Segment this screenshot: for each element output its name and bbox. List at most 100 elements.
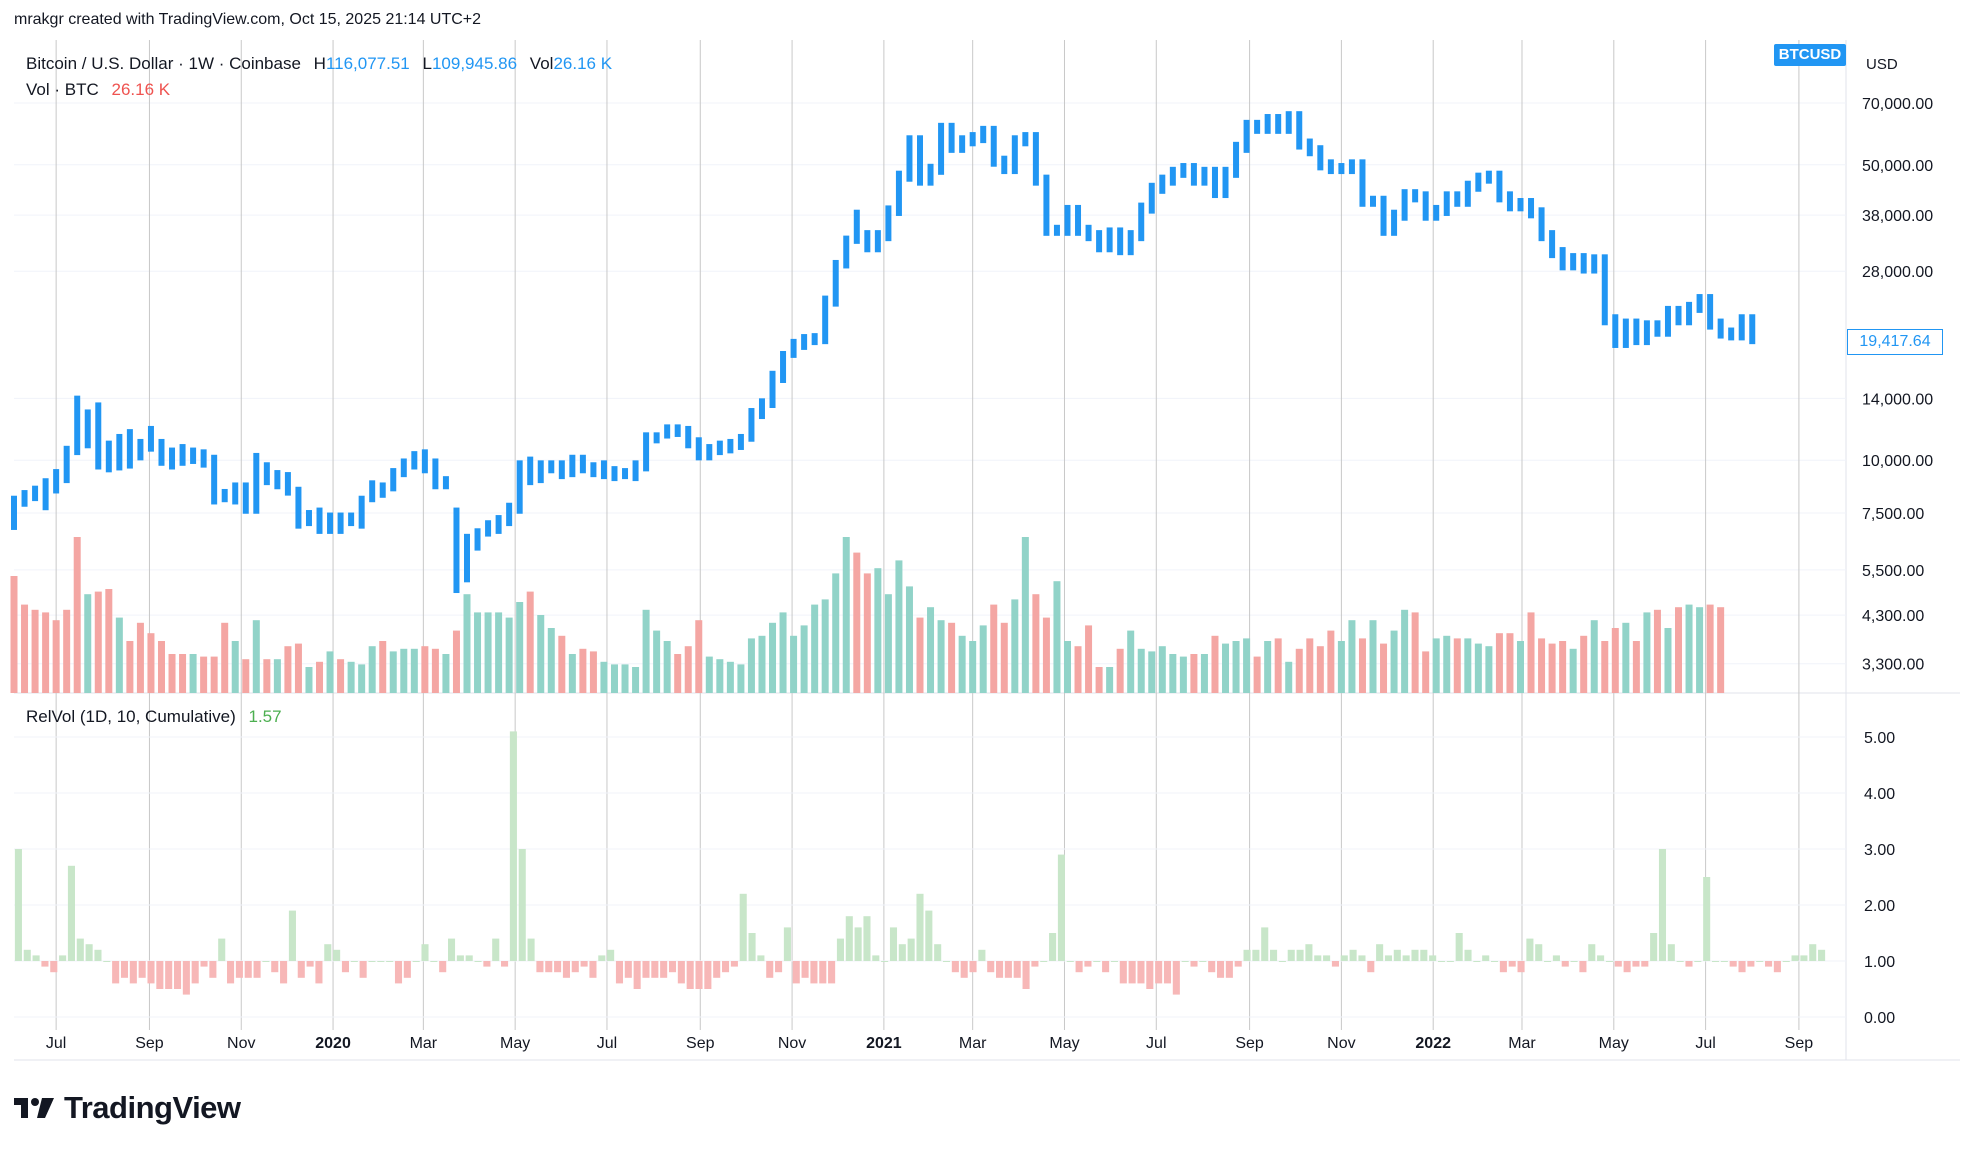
logo-text: TradingView bbox=[64, 1090, 241, 1125]
time-tick-label: Nov bbox=[1327, 1035, 1355, 1052]
volume-bar bbox=[273, 659, 281, 693]
volume-bar bbox=[431, 648, 439, 693]
volume-bar bbox=[1569, 648, 1577, 693]
price-bar bbox=[1591, 254, 1598, 274]
relvol-bar bbox=[120, 961, 129, 978]
price-bar bbox=[1148, 182, 1155, 214]
relvol-series bbox=[14, 731, 1826, 995]
volume-bar bbox=[1085, 625, 1093, 693]
currency-label[interactable]: USD bbox=[1866, 56, 1898, 73]
relvol-bar bbox=[350, 961, 358, 962]
volume-bar bbox=[547, 628, 555, 693]
price-bar bbox=[95, 402, 102, 470]
relvol-legend-label[interactable]: RelVol (1D, 10, Cumulative) bbox=[26, 707, 236, 726]
price-bar bbox=[453, 507, 460, 594]
time-tick-label: 2020 bbox=[315, 1035, 351, 1052]
relvol-bar bbox=[1535, 944, 1543, 961]
volume-bar bbox=[695, 620, 703, 693]
price-tick-label: 10,000.00 bbox=[1862, 453, 1933, 470]
relvol-bar bbox=[1420, 949, 1428, 961]
relvol-bar bbox=[713, 961, 721, 978]
relvol-bar bbox=[209, 961, 217, 978]
relvol-bar bbox=[1765, 961, 1773, 967]
volume-bar bbox=[1411, 612, 1419, 693]
volume-bar bbox=[1063, 641, 1071, 693]
relvol-bar bbox=[1526, 938, 1534, 961]
relvol-bar bbox=[651, 961, 659, 978]
relvol-bar bbox=[439, 961, 447, 973]
relvol-bar bbox=[598, 955, 606, 961]
relvol-bar bbox=[1278, 961, 1286, 962]
volume-bar bbox=[610, 664, 618, 693]
relvol-bar bbox=[1446, 961, 1454, 962]
price-bar bbox=[980, 125, 987, 144]
relvol-bar bbox=[368, 961, 376, 962]
relvol-bar bbox=[686, 961, 694, 989]
price-bar bbox=[1222, 166, 1229, 199]
price-tick-label: 38,000.00 bbox=[1862, 208, 1933, 225]
relvol-bar bbox=[1570, 961, 1578, 962]
relvol-bar bbox=[1128, 961, 1136, 984]
relvol-bar bbox=[1393, 949, 1401, 961]
tradingview-logo[interactable]: TradingView bbox=[14, 1090, 241, 1126]
relvol-bar bbox=[562, 961, 570, 978]
price-bar bbox=[737, 433, 744, 450]
relvol-bar bbox=[527, 938, 535, 961]
price-tick-label: 28,000.00 bbox=[1862, 264, 1933, 281]
price-bar bbox=[938, 122, 945, 175]
volume-bar bbox=[326, 651, 334, 693]
volume-legend-label[interactable]: Vol · BTC bbox=[26, 80, 99, 99]
time-tick-label: Jul bbox=[46, 1035, 66, 1052]
volume-bar bbox=[84, 594, 92, 693]
price-bar bbox=[137, 438, 144, 461]
price-bar bbox=[1433, 204, 1440, 221]
volume-bar bbox=[1422, 651, 1430, 693]
price-bar bbox=[442, 476, 449, 490]
volume-bar bbox=[1243, 638, 1251, 693]
price-bar bbox=[432, 458, 439, 490]
relvol-bar bbox=[165, 961, 173, 989]
price-bar bbox=[253, 452, 260, 514]
price-bar bbox=[1570, 253, 1577, 271]
volume-bar bbox=[927, 607, 935, 693]
price-bar bbox=[1654, 320, 1661, 337]
volume-bar bbox=[1538, 638, 1546, 693]
relvol-bar bbox=[1225, 961, 1233, 978]
relvol-legend: RelVol (1D, 10, Cumulative) 1.57 bbox=[26, 707, 282, 727]
volume-bar bbox=[294, 643, 302, 693]
volume-bar bbox=[1485, 646, 1493, 693]
price-bar bbox=[53, 469, 60, 494]
price-bar bbox=[337, 512, 344, 534]
volume-bar bbox=[1390, 630, 1398, 693]
low-label: L bbox=[422, 54, 432, 73]
volume-bar bbox=[1253, 656, 1261, 693]
symbol-description[interactable]: Bitcoin / U.S. Dollar · 1W · Coinbase bbox=[26, 54, 301, 73]
volume-bar bbox=[1601, 641, 1609, 693]
volume-bar bbox=[1717, 607, 1725, 693]
volume-bar bbox=[252, 620, 260, 693]
price-bar bbox=[906, 135, 913, 182]
relvol-bar bbox=[1623, 961, 1631, 973]
price-bar bbox=[569, 454, 576, 478]
relvol-bar bbox=[1756, 961, 1764, 962]
volume-bar bbox=[905, 586, 913, 693]
volume-bar bbox=[769, 622, 777, 693]
volume-bar bbox=[452, 630, 460, 693]
relvol-bar bbox=[1234, 961, 1242, 967]
relvol-bar bbox=[845, 916, 853, 961]
price-bar bbox=[1612, 314, 1619, 348]
relvol-bar bbox=[757, 955, 765, 961]
price-bar bbox=[474, 528, 481, 551]
relvol-bar bbox=[642, 961, 650, 978]
relvol-bar bbox=[483, 961, 491, 967]
price-bar bbox=[1285, 111, 1292, 134]
symbol-badge[interactable]: BTCUSD bbox=[1774, 44, 1846, 66]
relvol-bar bbox=[1057, 854, 1065, 961]
price-bar bbox=[527, 456, 534, 486]
relvol-bar bbox=[1323, 955, 1331, 961]
relvol-bar bbox=[288, 910, 296, 961]
price-bar bbox=[1180, 163, 1187, 178]
price-bar bbox=[1549, 230, 1556, 259]
price-bar bbox=[495, 515, 502, 534]
